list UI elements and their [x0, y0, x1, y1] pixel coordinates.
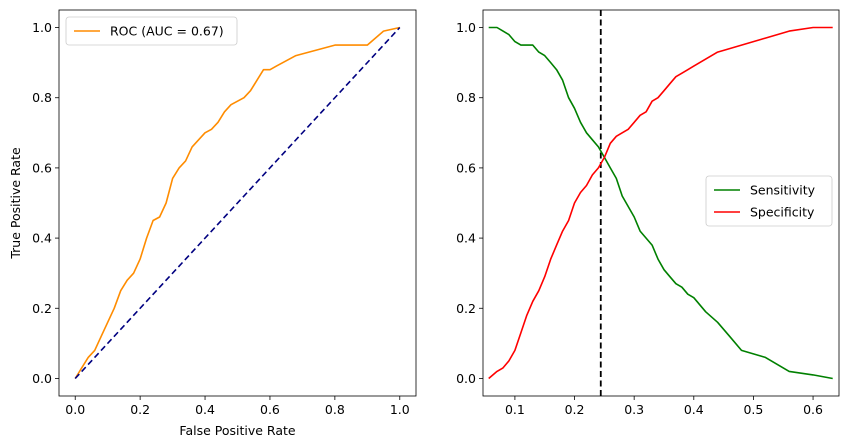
- y-tick-label: 0.4: [456, 231, 476, 246]
- x-tick-label: 0.1: [505, 402, 525, 417]
- roc-axes: 0.0 0.2 0.4 0.6 0.8 1.0 0.0 0.2 0.4 0.6 0.8 1.0 Fals…: [8, 9, 417, 438]
- x-tick-label: 0.6: [803, 402, 823, 417]
- sens-spec-legend: Sensitivity Specificity: [705, 175, 833, 227]
- x-tick-label: 0.4: [684, 402, 704, 417]
- x-tick-label: 0.0: [65, 402, 85, 417]
- legend-box: [65, 16, 238, 46]
- plot-frame: [58, 9, 417, 397]
- series-line-chance: [74, 26, 401, 380]
- x-tick-label: 0.6: [260, 402, 280, 417]
- x-tick-label: 0.5: [743, 402, 763, 417]
- sens-spec-chart: 0.1 0.2 0.3 0.4 0.5 0.6 0.0 0.2 0.4 0.6 0.8 1.0 Sen…: [456, 9, 840, 417]
- x-tick-label: 0.8: [325, 402, 345, 417]
- y-tick-label: 0.8: [456, 90, 476, 105]
- y-tick-label: 1.0: [456, 20, 476, 35]
- sens-spec-axes: 0.1 0.2 0.3 0.4 0.5 0.6 0.0 0.2 0.4 0.6 0.8 1.0: [456, 9, 840, 417]
- series-line-sensitivity: [488, 26, 833, 380]
- roc-legend: ROC (AUC = 0.67): [65, 16, 238, 46]
- y-tick-label: 0.6: [456, 160, 476, 175]
- legend-entry: Sensitivity: [750, 183, 816, 198]
- y-tick-label: 0.8: [32, 90, 52, 105]
- y-tick-label: 0.0: [32, 371, 52, 386]
- legend-entry: Specificity: [750, 205, 815, 220]
- roc-chart: 0.0 0.2 0.4 0.6 0.8 1.0 0.0 0.2 0.4 0.6 0.8 1.0 Fals…: [8, 9, 417, 438]
- x-tick-label: 0.3: [624, 402, 644, 417]
- y-tick-label: 0.4: [32, 231, 52, 246]
- y-tick-label: 0.6: [32, 160, 52, 175]
- plot-frame: [482, 9, 840, 397]
- sens-spec-plot-area: [488, 10, 833, 396]
- x-tick-label: 1.0: [390, 402, 410, 417]
- roc-plot-area: [74, 26, 401, 380]
- x-axis-label: False Positive Rate: [179, 423, 295, 438]
- y-tick-label: 0.0: [456, 371, 476, 386]
- y-tick-label: 0.2: [32, 301, 52, 316]
- legend-box: [705, 175, 833, 227]
- y-tick-label: 0.2: [456, 301, 476, 316]
- x-tick-label: 0.2: [130, 402, 150, 417]
- series-line-roc-auc-0-67: [74, 26, 400, 379]
- y-axis-label: True Positive Rate: [8, 147, 23, 260]
- series-line-specificity: [488, 26, 833, 380]
- x-tick-label: 0.4: [195, 402, 215, 417]
- legend-entry: ROC (AUC = 0.67): [110, 24, 224, 39]
- y-tick-label: 1.0: [32, 20, 52, 35]
- x-tick-label: 0.2: [565, 402, 585, 417]
